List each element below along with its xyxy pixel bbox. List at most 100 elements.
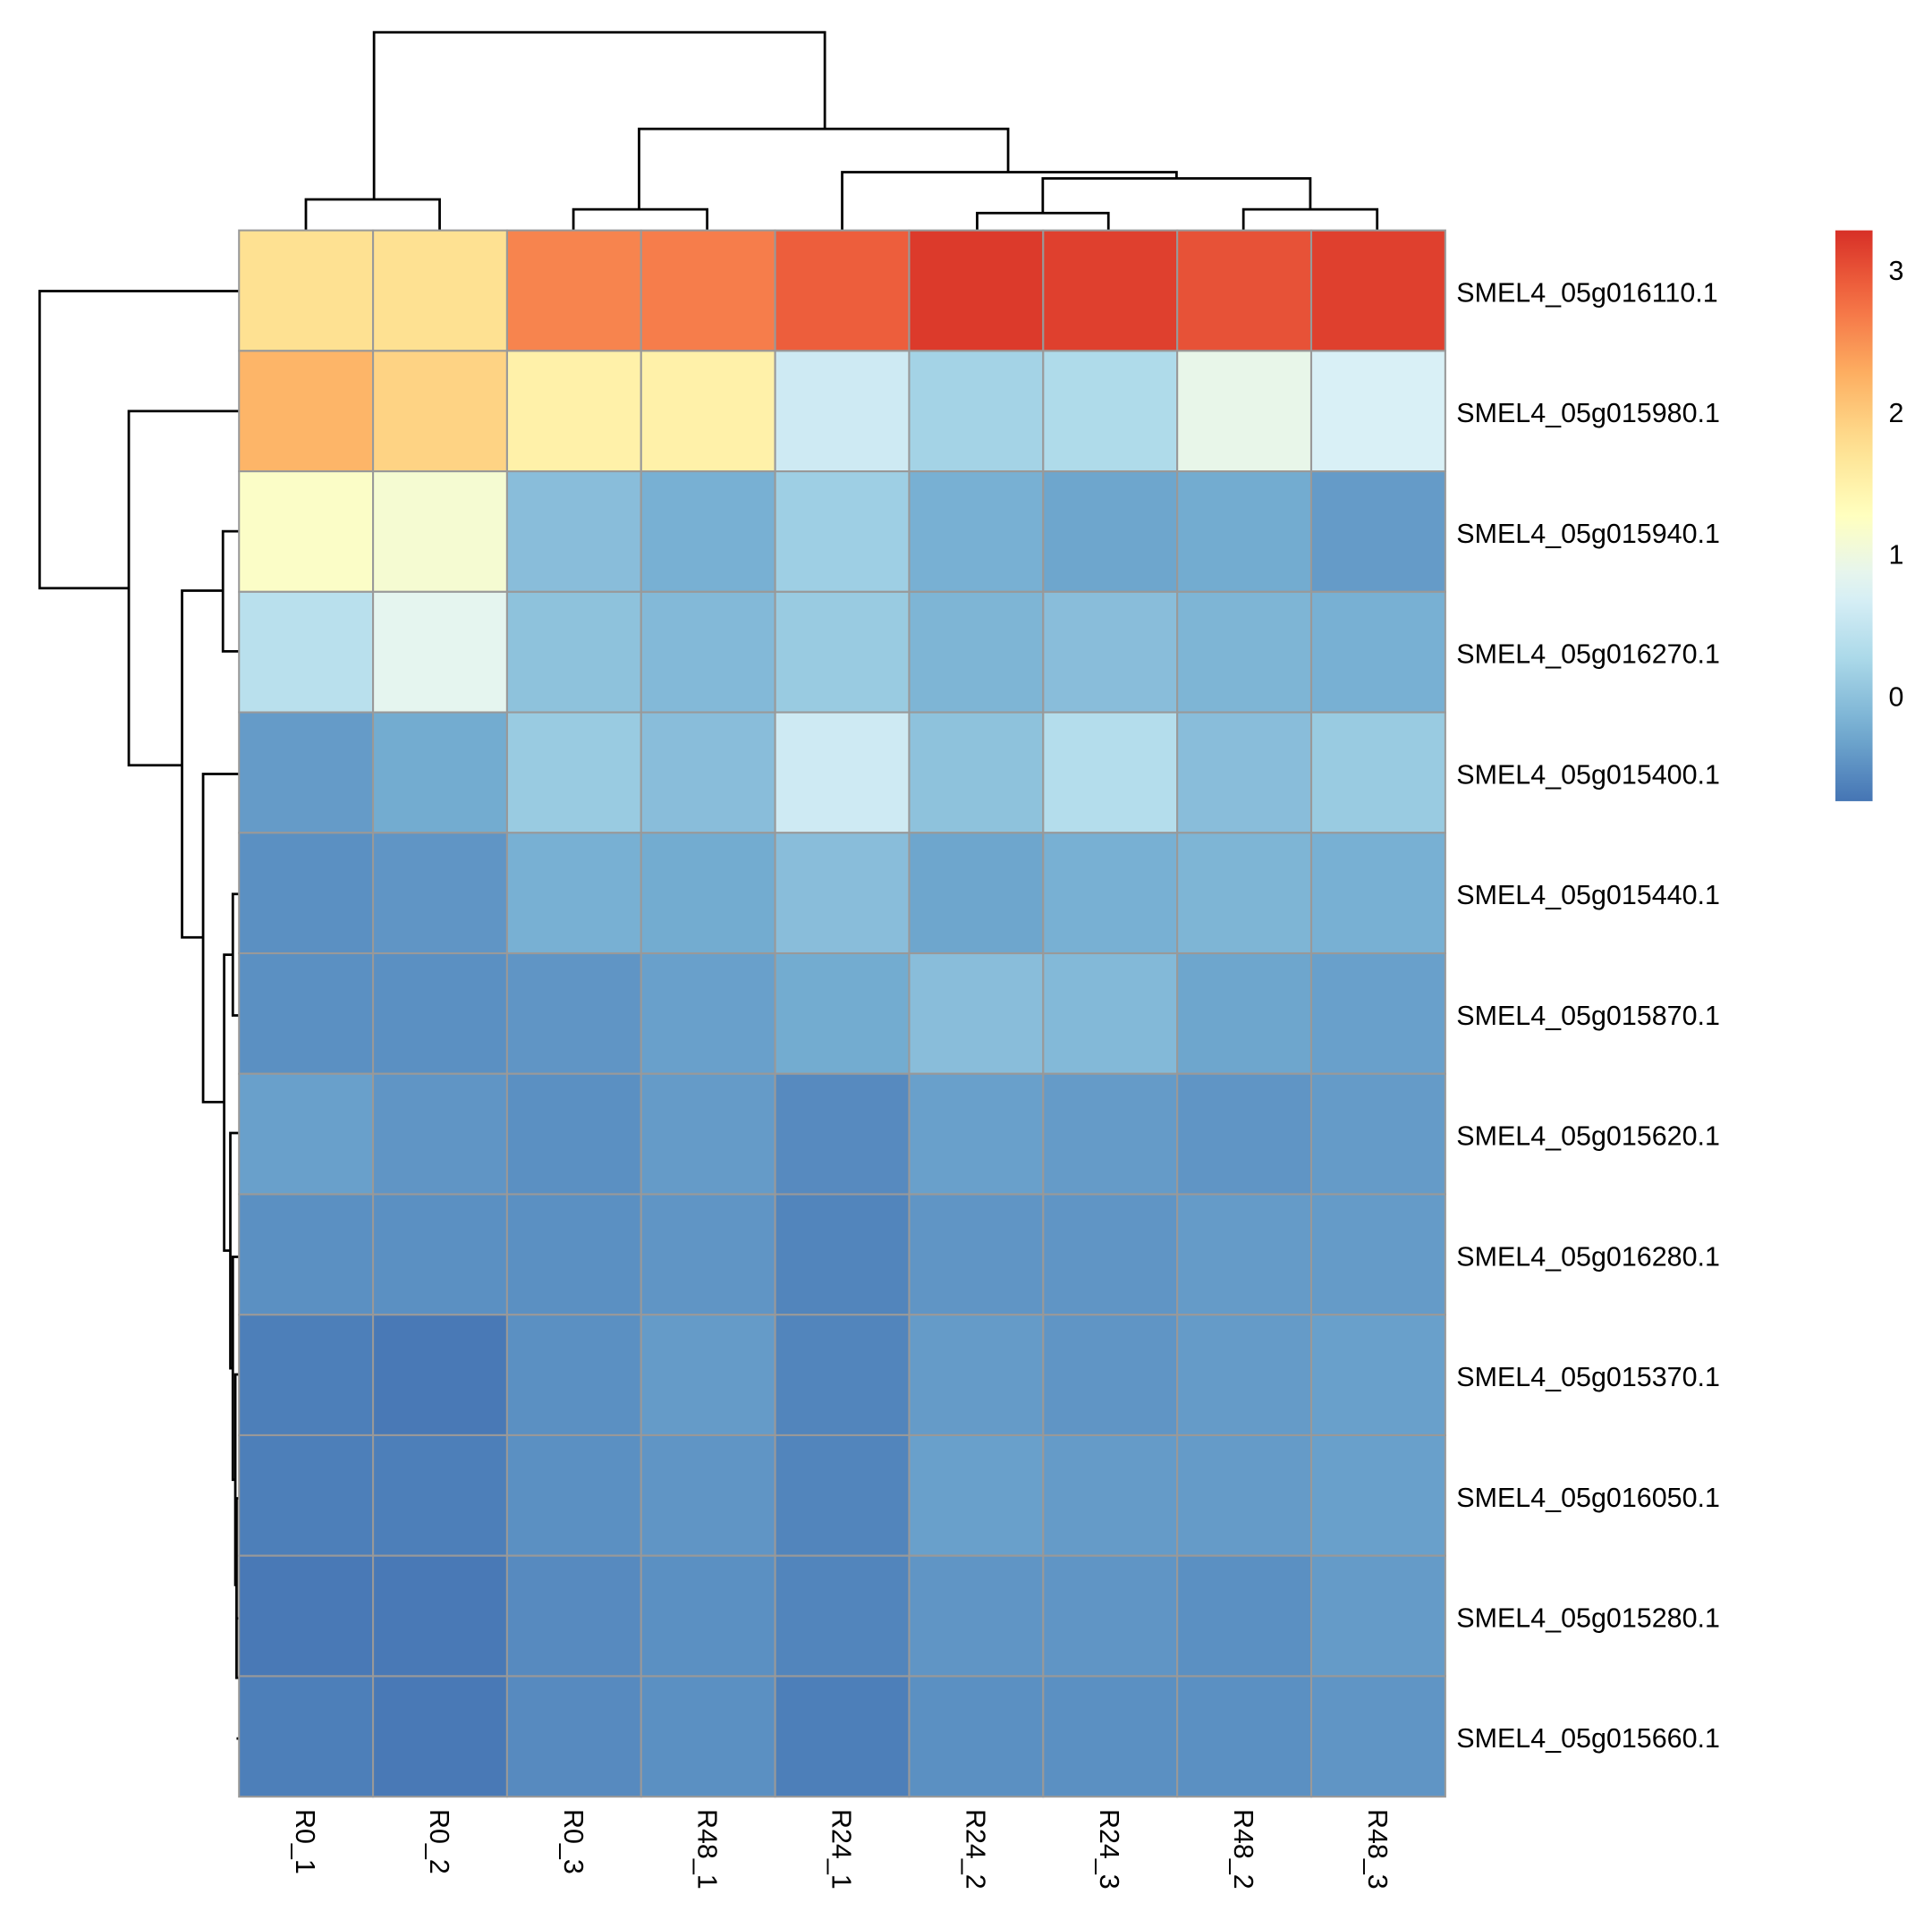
- heatmap-cell: [505, 1554, 642, 1678]
- heatmap-cell: [774, 229, 911, 352]
- color-legend: 0 1 2 3: [1835, 230, 1904, 801]
- heatmap-cell: [372, 1314, 508, 1436]
- heatmap-cell: [1309, 590, 1446, 714]
- heatmap-cell: [774, 1193, 911, 1316]
- heatmap-cell: [1309, 711, 1446, 834]
- heatmap-cells: [238, 229, 1446, 1798]
- row-label: SMEL4_05g016280.1: [1456, 1241, 1720, 1272]
- row-label: SMEL4_05g015940.1: [1456, 519, 1720, 549]
- row-label: SMEL4_05g015440.1: [1456, 880, 1720, 910]
- heatmap-cell: [372, 1675, 508, 1798]
- heatmap-cell: [640, 1314, 776, 1436]
- row-label: SMEL4_05g015400.1: [1456, 759, 1720, 790]
- heatmap-cell: [1309, 951, 1446, 1075]
- heatmap-cell: [1309, 1675, 1446, 1798]
- heatmap-cell: [238, 470, 375, 593]
- heatmap-cell: [1042, 1433, 1179, 1557]
- heatmap-cell: [908, 1554, 1045, 1678]
- heatmap-cell: [774, 1433, 911, 1557]
- legend-color-bar: [1835, 230, 1873, 801]
- heatmap-cell: [908, 229, 1045, 352]
- heatmap-cell: [372, 711, 508, 834]
- heatmap-cell: [640, 1193, 776, 1316]
- heatmap-cell: [1176, 1193, 1313, 1316]
- heatmap-cell: [774, 1072, 911, 1196]
- heatmap-cell: [1042, 1554, 1179, 1678]
- heatmap-cell: [505, 350, 642, 473]
- heatmap-cell: [505, 832, 642, 955]
- column-label: R48_2: [1228, 1809, 1258, 1890]
- heatmap-cell: [1176, 832, 1313, 955]
- heatmap-cell: [774, 1554, 911, 1678]
- legend-tick-label: 0: [1889, 682, 1904, 713]
- heatmap-cell: [640, 470, 776, 593]
- heatmap-cell: [372, 470, 508, 593]
- heatmap-cell: [640, 1675, 776, 1798]
- heatmap-cell: [1042, 1193, 1179, 1316]
- heatmap-cell: [372, 1433, 508, 1557]
- heatmap-cell: [372, 590, 508, 714]
- heatmap-cell: [505, 590, 642, 714]
- heatmap-cell: [1042, 350, 1179, 473]
- heatmap-cell: [908, 470, 1045, 593]
- legend-tick-label: 3: [1889, 256, 1904, 286]
- heatmap-cell: [372, 951, 508, 1075]
- heatmap-cell: [908, 590, 1045, 714]
- heatmap-cell: [908, 1193, 1045, 1316]
- heatmap-cell: [372, 1193, 508, 1316]
- column-label: R48_1: [692, 1809, 723, 1890]
- heatmap-cell: [1042, 1675, 1179, 1798]
- heatmap-cell: [505, 711, 642, 834]
- heatmap-cell: [908, 350, 1045, 473]
- heatmap-cell: [640, 1433, 776, 1557]
- heatmap-cell: [1176, 470, 1313, 593]
- heatmap-cell: [238, 951, 375, 1075]
- heatmap-cell: [238, 229, 375, 352]
- heatmap-cell: [1309, 832, 1446, 955]
- heatmap-cell: [1176, 229, 1313, 352]
- heatmap-cell: [1042, 711, 1179, 834]
- row-label: SMEL4_05g016270.1: [1456, 639, 1720, 670]
- heatmap-cell: [640, 590, 776, 714]
- heatmap-cell: [774, 951, 911, 1075]
- heatmap-cell: [1176, 1072, 1313, 1196]
- heatmap-cell: [908, 1433, 1045, 1557]
- heatmap-cell: [1176, 1433, 1313, 1557]
- heatmap-cell: [372, 229, 508, 352]
- heatmap-cell: [774, 711, 911, 834]
- heatmap-cell: [238, 832, 375, 955]
- heatmap-cell: [1042, 951, 1179, 1075]
- heatmap-cell: [1042, 229, 1179, 352]
- heatmap-cell: [1176, 350, 1313, 473]
- heatmap-cell: [505, 1072, 642, 1196]
- row-labels: SMEL4_05g016110.1 SMEL4_05g015980.1 SMEL4_…: [1456, 277, 1720, 1754]
- heatmap-cell: [1176, 1675, 1313, 1798]
- row-label: SMEL4_05g015980.1: [1456, 398, 1720, 428]
- heatmap-cell: [372, 350, 508, 473]
- heatmap-cell: [238, 1675, 375, 1798]
- heatmap-cell: [640, 711, 776, 834]
- column-label: R0_2: [424, 1809, 454, 1874]
- heatmap-cell: [238, 1314, 375, 1436]
- row-label: SMEL4_05g015370.1: [1456, 1362, 1720, 1392]
- heatmap-cell: [1042, 832, 1179, 955]
- heatmap-cell: [908, 951, 1045, 1075]
- heatmap-cell: [372, 832, 508, 955]
- heatmap-cell: [1176, 1314, 1313, 1436]
- row-label: SMEL4_05g016110.1: [1456, 277, 1717, 308]
- heatmap-cell: [505, 951, 642, 1075]
- heatmap-cell: [238, 350, 375, 473]
- heatmap-cell: [774, 1675, 911, 1798]
- row-label: SMEL4_05g015870.1: [1456, 1001, 1720, 1031]
- heatmap-cell: [238, 1554, 375, 1678]
- heatmap-cell: [1176, 1554, 1313, 1678]
- heatmap-cell: [238, 1072, 375, 1196]
- heatmap-cell: [640, 1554, 776, 1678]
- legend-tick-label: 2: [1889, 398, 1904, 428]
- heatmap-cell: [372, 1072, 508, 1196]
- heatmap-cell: [1309, 1554, 1446, 1678]
- heatmap-cell: [774, 590, 911, 714]
- heatmap-cell: [238, 590, 375, 714]
- heatmap-cell: [505, 1193, 642, 1316]
